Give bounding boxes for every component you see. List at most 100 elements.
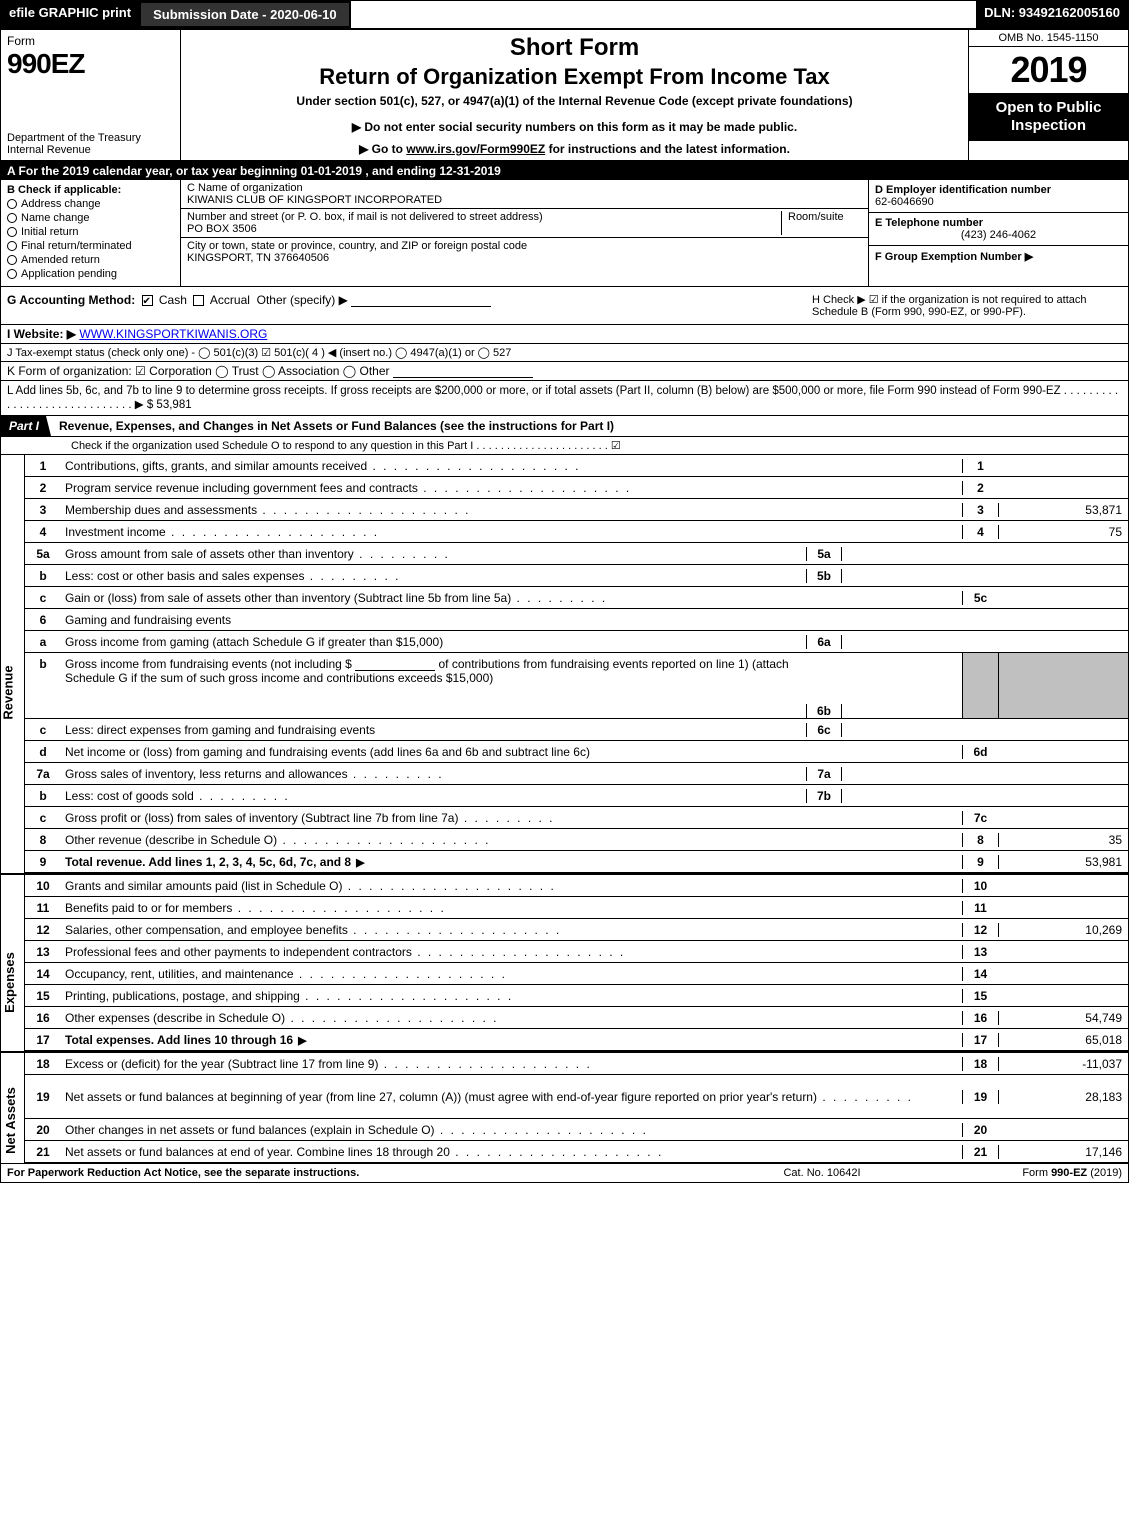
line-num: b	[25, 653, 61, 673]
expenses-label: Expenses	[2, 952, 17, 1013]
revenue-lines: 1 Contributions, gifts, grants, and simi…	[25, 455, 1128, 873]
row-gh: G Accounting Method: Cash Accrual Other …	[1, 287, 1128, 325]
line-7a: 7a Gross sales of inventory, less return…	[25, 763, 1128, 785]
k-other-field[interactable]	[393, 364, 533, 378]
inspection-label: Open to Public Inspection	[969, 93, 1128, 141]
line-rnum: 2	[962, 481, 998, 495]
line-num: 19	[25, 1088, 61, 1106]
checkbox-icon[interactable]	[7, 255, 17, 265]
line-desc: Grants and similar amounts paid (list in…	[61, 877, 962, 895]
phone-value: (423) 246-4062	[875, 229, 1122, 241]
i-label: I Website: ▶	[7, 327, 76, 341]
line-8: 8 Other revenue (describe in Schedule O)…	[25, 829, 1128, 851]
line-rnum: 4	[962, 525, 998, 539]
checkbox-icon[interactable]	[7, 199, 17, 209]
room-suite: Room/suite	[782, 211, 862, 235]
line-desc: Membership dues and assessments	[61, 501, 962, 519]
line-13: 13 Professional fees and other payments …	[25, 941, 1128, 963]
line-num: 14	[25, 965, 61, 983]
line-rnum: 7c	[962, 811, 998, 825]
tax-year: 2019	[969, 47, 1128, 93]
checkbox-accrual[interactable]	[193, 295, 204, 306]
expenses-section: Expenses 10 Grants and similar amounts p…	[1, 873, 1128, 1051]
line-num: 16	[25, 1009, 61, 1027]
line-rnum: 13	[962, 945, 998, 959]
line-20: 20 Other changes in net assets or fund b…	[25, 1119, 1128, 1141]
b-item-initial: Initial return	[7, 226, 174, 238]
line-rval: 17,146	[998, 1145, 1128, 1159]
b-item-address: Address change	[7, 198, 174, 210]
checkbox-icon[interactable]	[7, 227, 17, 237]
goto-suffix: for instructions and the latest informat…	[549, 142, 790, 156]
line-num: a	[25, 633, 61, 651]
b-label: Amended return	[21, 254, 100, 266]
line-desc: Gross sales of inventory, less returns a…	[61, 765, 806, 783]
b-label: Final return/terminated	[21, 240, 132, 252]
section-def: D Employer identification number 62-6046…	[868, 180, 1128, 286]
b-label: Address change	[21, 198, 101, 210]
line-rval: 54,749	[998, 1011, 1128, 1025]
group-row: F Group Exemption Number ▶	[869, 246, 1128, 286]
header-center: Short Form Return of Organization Exempt…	[181, 30, 968, 160]
line-desc: Occupancy, rent, utilities, and maintena…	[61, 965, 962, 983]
line-11: 11 Benefits paid to or for members 11	[25, 897, 1128, 919]
line-desc: Program service revenue including govern…	[61, 479, 962, 497]
line-desc: Gaming and fundraising events	[61, 611, 962, 629]
header-right: OMB No. 1545-1150 2019 Open to Public In…	[968, 30, 1128, 160]
website-link[interactable]: WWW.KINGSPORTKIWANIS.ORG	[79, 327, 267, 341]
line-6b: b Gross income from fundraising events (…	[25, 653, 1128, 719]
line-rval: 75	[998, 525, 1128, 539]
line-2: 2 Program service revenue including gove…	[25, 477, 1128, 499]
revenue-side: Revenue	[1, 455, 25, 873]
line-rnum: 12	[962, 923, 998, 937]
page-footer: For Paperwork Reduction Act Notice, see …	[1, 1163, 1128, 1182]
line-num: c	[25, 589, 61, 607]
line-rnum: 1	[962, 459, 998, 473]
line-desc: Less: direct expenses from gaming and fu…	[61, 721, 806, 739]
header-left: Form 990EZ Department of the Treasury In…	[1, 30, 181, 160]
line-desc: Other revenue (describe in Schedule O)	[61, 831, 962, 849]
section-b: B Check if applicable: Address change Na…	[1, 180, 181, 286]
part1-sub: Check if the organization used Schedule …	[1, 437, 1128, 455]
l6b-amount-field[interactable]	[355, 657, 435, 671]
checkbox-icon[interactable]	[7, 213, 17, 223]
line-desc: Excess or (deficit) for the year (Subtra…	[61, 1055, 962, 1073]
line-rnum: 21	[962, 1145, 998, 1159]
line-19: 19 Net assets or fund balances at beginn…	[25, 1075, 1128, 1119]
line-rnum: 11	[962, 901, 998, 915]
city-row: City or town, state or province, country…	[181, 238, 868, 266]
line-desc: Net income or (loss) from gaming and fun…	[61, 743, 962, 761]
line-num: b	[25, 787, 61, 805]
expenses-lines: 10 Grants and similar amounts paid (list…	[25, 875, 1128, 1051]
row-l: L Add lines 5b, 6c, and 7b to line 9 to …	[1, 381, 1128, 416]
line-4: 4 Investment income 4 75	[25, 521, 1128, 543]
line-18: 18 Excess or (deficit) for the year (Sub…	[25, 1053, 1128, 1075]
row-j: J Tax-exempt status (check only one) - ◯…	[1, 344, 1128, 362]
part1-tab: Part I	[1, 416, 51, 436]
checkbox-cash[interactable]	[142, 295, 153, 306]
checkbox-icon[interactable]	[7, 269, 17, 279]
line-num: 7a	[25, 765, 61, 783]
line-num: 2	[25, 479, 61, 497]
line-desc: Total revenue. Add lines 1, 2, 3, 4, 5c,…	[61, 853, 962, 871]
phone-label: E Telephone number	[875, 217, 1122, 229]
line-7b: b Less: cost of goods sold 7b	[25, 785, 1128, 807]
checkbox-icon[interactable]	[7, 241, 17, 251]
b-item-final: Final return/terminated	[7, 240, 174, 252]
line-rnum: 19	[962, 1090, 998, 1104]
line-mid-num: 6b	[806, 704, 842, 718]
goto-link[interactable]: www.irs.gov/Form990EZ	[406, 142, 545, 156]
g-other-field[interactable]	[351, 293, 491, 307]
line-mid-num: 6a	[806, 635, 842, 649]
line-num: 15	[25, 987, 61, 1005]
line-rnum: 10	[962, 879, 998, 893]
line-num: 12	[25, 921, 61, 939]
line-rnum: 20	[962, 1123, 998, 1137]
ein-value: 62-6046690	[875, 196, 1122, 208]
line-num: 13	[25, 943, 61, 961]
street-label: Number and street (or P. O. box, if mail…	[187, 211, 775, 223]
part1-title: Revenue, Expenses, and Changes in Net As…	[51, 419, 1128, 433]
line-desc: Total expenses. Add lines 10 through 16	[61, 1031, 962, 1049]
line-desc: Less: cost or other basis and sales expe…	[61, 567, 806, 585]
street-value: PO BOX 3506	[187, 223, 775, 235]
